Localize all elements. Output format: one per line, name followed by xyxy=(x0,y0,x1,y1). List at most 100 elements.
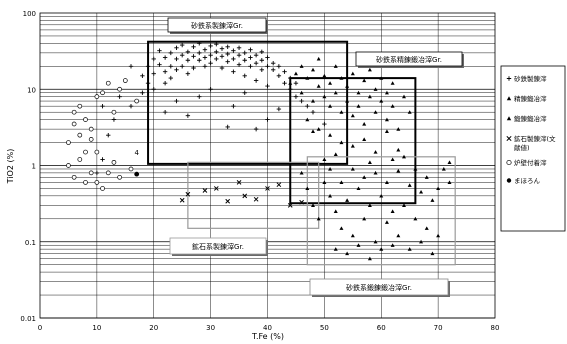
data-point-triangle xyxy=(407,183,412,187)
data-point-triangle xyxy=(350,144,355,148)
data-point-plus xyxy=(242,50,247,56)
data-point-triangle xyxy=(350,71,355,76)
data-point-x xyxy=(213,186,219,191)
data-point-triangle xyxy=(367,160,372,164)
data-point-triangle xyxy=(384,90,389,95)
data-point-plus xyxy=(202,55,208,60)
data-point-triangle xyxy=(367,203,372,207)
data-point-triangle xyxy=(328,104,333,108)
data-point-open-circle xyxy=(111,159,117,165)
data-point-triangle xyxy=(379,193,384,198)
data-point-plus xyxy=(253,78,259,83)
data-point-triangle xyxy=(356,243,361,247)
data-point-plus xyxy=(270,60,276,66)
data-point-plus xyxy=(151,56,156,62)
data-point-triangle xyxy=(384,117,389,122)
data-point-triangle xyxy=(333,90,338,95)
group-boxes xyxy=(147,40,456,266)
data-point-triangle xyxy=(390,209,395,214)
data-point-plus xyxy=(242,58,247,63)
data-point-triangle xyxy=(430,198,435,202)
data-point-open-circle xyxy=(66,140,71,145)
plot-area-frame xyxy=(39,12,496,319)
data-point-plus xyxy=(282,69,287,74)
data-point-plus xyxy=(288,87,293,92)
data-point-triangle xyxy=(322,73,327,78)
legend-label: 鉱石製錬滓(文献値) xyxy=(514,134,556,152)
data-point-triangle xyxy=(328,81,333,85)
data-point-triangle xyxy=(299,90,304,95)
data-point-triangle xyxy=(436,186,441,191)
data-point-triangle xyxy=(379,76,384,80)
data-point-triangle xyxy=(430,251,435,256)
data-point-triangle xyxy=(305,117,310,122)
data-point-open-circle xyxy=(71,174,77,180)
data-point-triangle xyxy=(413,166,418,171)
data-point-triangle xyxy=(345,99,350,103)
data-point-triangle xyxy=(396,127,401,131)
data-point-open-circle xyxy=(88,170,94,176)
data-point-triangle xyxy=(373,110,378,114)
data-point-plus xyxy=(265,117,270,122)
data-point-triangle xyxy=(379,99,384,103)
data-point-open-circle xyxy=(94,94,100,99)
y-axis: 0.01 0.1 1 10 100 xyxy=(20,10,36,323)
data-point-plus xyxy=(276,106,282,112)
data-point-plus xyxy=(253,126,259,132)
data-point-plus xyxy=(185,58,191,63)
data-point-plus xyxy=(276,73,282,79)
data-point-triangle xyxy=(402,94,406,99)
legend-frame xyxy=(500,65,566,232)
data-point-plus xyxy=(242,90,247,95)
data-point-open-circle xyxy=(77,103,83,109)
data-point-triangle xyxy=(299,170,304,175)
legend-marker xyxy=(506,96,512,101)
data-point-triangle xyxy=(384,220,389,224)
data-point-plus xyxy=(168,64,174,69)
data-point-triangle xyxy=(396,147,401,152)
data-point-plus xyxy=(253,60,259,66)
data-point-x xyxy=(299,199,304,205)
data-point-open-circle xyxy=(94,180,100,185)
data-point-triangle xyxy=(362,216,367,221)
data-point-triangle xyxy=(447,160,452,164)
data-point-plus xyxy=(174,45,179,50)
data-point-plus xyxy=(157,62,162,67)
data-point-plus xyxy=(197,58,202,63)
data-point-open-circle xyxy=(83,117,88,122)
data-point-triangle xyxy=(333,64,338,68)
data-point-triangle xyxy=(362,122,367,126)
data-point-triangle xyxy=(419,189,424,194)
group-box xyxy=(289,77,417,205)
group-label: 砂鉄系製錬滓Gr. xyxy=(191,21,243,30)
data-point-plus xyxy=(100,103,105,109)
data-point-plus xyxy=(299,98,304,104)
data-point-plus xyxy=(197,94,202,99)
legend-label: まほろん xyxy=(514,177,541,185)
data-point-open-circle xyxy=(83,180,88,185)
data-points xyxy=(66,41,452,261)
data-point-triangle xyxy=(436,233,441,238)
data-point-open-circle xyxy=(77,132,83,138)
data-point-plus xyxy=(140,90,145,95)
data-point-open-circle xyxy=(66,163,71,168)
y-tick-label: 0.1 xyxy=(25,239,36,247)
chart-annotations: 4 xyxy=(134,149,139,157)
data-point-plus xyxy=(162,69,168,74)
data-point-triangle xyxy=(396,168,401,173)
data-point-x xyxy=(276,182,282,188)
data-point-open-circle xyxy=(100,90,105,96)
data-point-plus xyxy=(293,81,299,86)
data-point-triangle xyxy=(328,133,333,137)
group-label-box xyxy=(169,237,267,255)
data-point-triangle xyxy=(339,140,344,145)
data-point-plus xyxy=(202,47,208,52)
data-point-open-circle xyxy=(134,98,140,104)
data-point-open-circle xyxy=(111,109,117,115)
group-label: 砂鉄系鍛錬鍛冶滓Gr. xyxy=(346,283,412,292)
data-point-triangle xyxy=(407,110,412,114)
data-point-plus xyxy=(174,56,179,62)
data-point-triangle xyxy=(362,175,367,179)
data-point-triangle xyxy=(373,170,378,175)
